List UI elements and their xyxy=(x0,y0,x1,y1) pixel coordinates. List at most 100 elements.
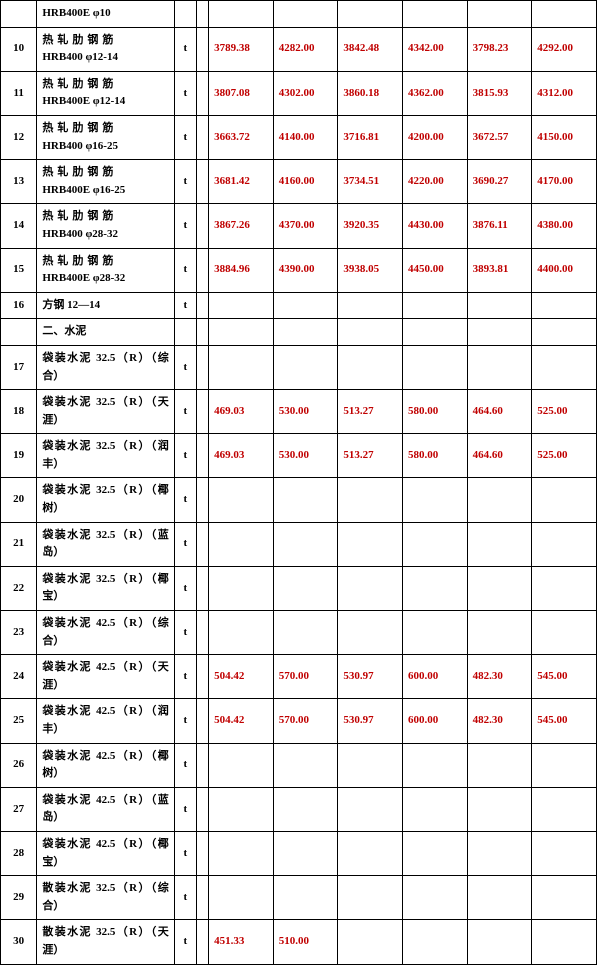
price-value xyxy=(338,566,403,610)
item-name: 热轧肋钢筋HRB400 φ16-25 xyxy=(37,115,174,159)
price-value xyxy=(532,292,597,319)
row-index: 15 xyxy=(1,248,37,292)
item-name-line1: 热轧肋钢筋 xyxy=(42,166,117,178)
price-value xyxy=(338,292,403,319)
price-value xyxy=(402,478,467,522)
price-value xyxy=(402,292,467,319)
price-value xyxy=(402,319,467,346)
price-value xyxy=(273,1,338,28)
price-value xyxy=(209,831,274,875)
row-index: 22 xyxy=(1,566,37,610)
unit: t xyxy=(174,699,196,743)
table-row: 18袋装水泥 32.5（R）（天涯）t469.03530.00513.27580… xyxy=(1,390,597,434)
item-name-line2: HRB400E φ12-14 xyxy=(42,95,125,107)
item-name-line1: 热轧肋钢筋 xyxy=(42,255,117,267)
table-row: 27袋装水泥 42.5（R）（蓝岛）t xyxy=(1,787,597,831)
table-row: 13热轧肋钢筋HRB400E φ16-25t3681.424160.003734… xyxy=(1,160,597,204)
unit: t xyxy=(174,655,196,699)
spacer xyxy=(196,434,208,478)
row-index: 13 xyxy=(1,160,37,204)
price-value: 530.97 xyxy=(338,699,403,743)
row-index: 10 xyxy=(1,27,37,71)
unit: t xyxy=(174,248,196,292)
price-value xyxy=(209,292,274,319)
price-value: 3938.05 xyxy=(338,248,403,292)
spacer xyxy=(196,27,208,71)
item-name: 袋装水泥 32.5（R）（椰树） xyxy=(37,478,174,522)
table-row: 24袋装水泥 42.5（R）（天涯）t504.42570.00530.97600… xyxy=(1,655,597,699)
price-value: 3867.26 xyxy=(209,204,274,248)
spacer xyxy=(196,390,208,434)
price-value: 4150.00 xyxy=(532,115,597,159)
price-value: 513.27 xyxy=(338,390,403,434)
spacer xyxy=(196,566,208,610)
price-value: 4220.00 xyxy=(402,160,467,204)
price-value: 3842.48 xyxy=(338,27,403,71)
price-value xyxy=(467,522,532,566)
price-value xyxy=(402,831,467,875)
price-value xyxy=(467,920,532,964)
price-value: 570.00 xyxy=(273,655,338,699)
row-index: 25 xyxy=(1,699,37,743)
price-value xyxy=(402,876,467,920)
spacer xyxy=(196,292,208,319)
item-name-line1: 热轧肋钢筋 xyxy=(42,122,117,134)
price-value xyxy=(467,345,532,389)
price-value xyxy=(532,566,597,610)
price-value xyxy=(467,319,532,346)
price-value: 600.00 xyxy=(402,655,467,699)
price-value xyxy=(532,345,597,389)
price-value xyxy=(338,522,403,566)
row-index: 12 xyxy=(1,115,37,159)
price-value: 3884.96 xyxy=(209,248,274,292)
price-value xyxy=(338,1,403,28)
price-value: 3663.72 xyxy=(209,115,274,159)
table-row: 22袋装水泥 32.5（R）（椰宝）t xyxy=(1,566,597,610)
price-value xyxy=(467,611,532,655)
price-value: 570.00 xyxy=(273,699,338,743)
price-value xyxy=(273,876,338,920)
row-index: 18 xyxy=(1,390,37,434)
table-row: 26袋装水泥 42.5（R）（椰树）t xyxy=(1,743,597,787)
price-value xyxy=(467,743,532,787)
price-value: 504.42 xyxy=(209,655,274,699)
price-value xyxy=(338,920,403,964)
price-value xyxy=(273,478,338,522)
unit: t xyxy=(174,566,196,610)
price-value xyxy=(532,831,597,875)
price-value xyxy=(209,743,274,787)
price-value: 4140.00 xyxy=(273,115,338,159)
price-value: 482.30 xyxy=(467,655,532,699)
spacer xyxy=(196,876,208,920)
item-name-line1: 热轧肋钢筋 xyxy=(42,34,117,46)
spacer xyxy=(196,655,208,699)
item-name-line2: HRB400 φ28-32 xyxy=(42,228,118,240)
item-name-line2: HRB400E φ16-25 xyxy=(42,184,125,196)
price-value xyxy=(273,292,338,319)
row-index: 19 xyxy=(1,434,37,478)
table-row: HRB400E φ10 xyxy=(1,1,597,28)
item-name: 袋装水泥 42.5（R）（蓝岛） xyxy=(37,787,174,831)
price-value: 3789.38 xyxy=(209,27,274,71)
item-name: HRB400E φ10 xyxy=(37,1,174,28)
price-value: 464.60 xyxy=(467,390,532,434)
spacer xyxy=(196,699,208,743)
price-value xyxy=(402,522,467,566)
price-value xyxy=(467,292,532,319)
item-name: 袋装水泥 32.5（R）（蓝岛） xyxy=(37,522,174,566)
price-value: 545.00 xyxy=(532,655,597,699)
price-value: 3815.93 xyxy=(467,71,532,115)
price-value: 4362.00 xyxy=(402,71,467,115)
section-heading: 二、水泥 xyxy=(37,319,174,346)
table-row: 19袋装水泥 32.5（R）（润丰）t469.03530.00513.27580… xyxy=(1,434,597,478)
price-value: 4292.00 xyxy=(532,27,597,71)
item-name: 袋装水泥 32.5（R）（润丰） xyxy=(37,434,174,478)
table-row: 25袋装水泥 42.5（R）（润丰）t504.42570.00530.97600… xyxy=(1,699,597,743)
item-name-line1: 热轧肋钢筋 xyxy=(42,78,117,90)
price-value xyxy=(209,1,274,28)
row-index: 26 xyxy=(1,743,37,787)
price-value xyxy=(209,876,274,920)
price-value xyxy=(209,787,274,831)
price-value: 580.00 xyxy=(402,434,467,478)
price-value xyxy=(532,876,597,920)
